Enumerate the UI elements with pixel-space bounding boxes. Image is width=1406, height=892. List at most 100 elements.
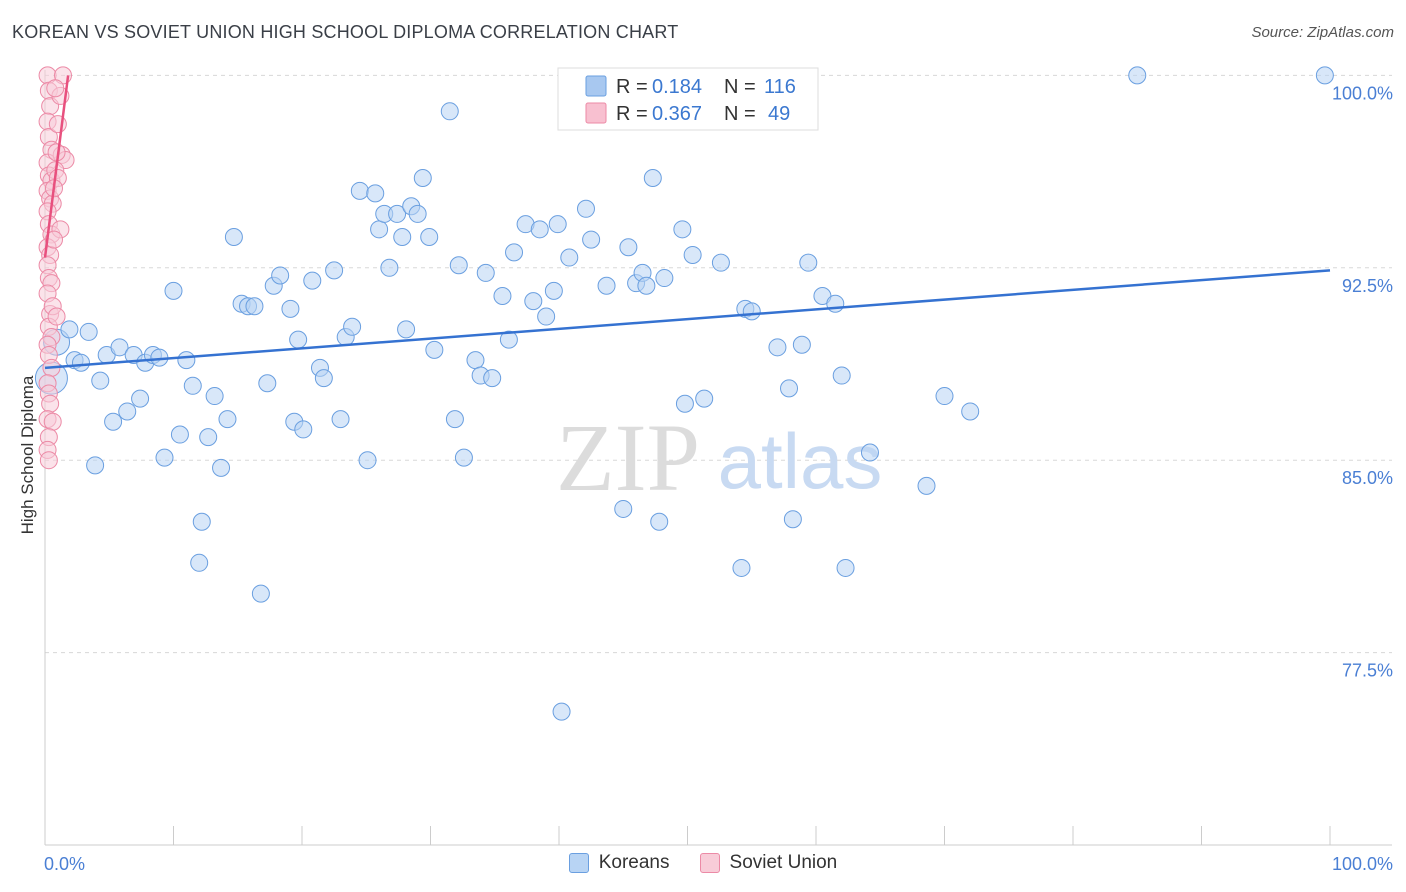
point-koreans — [358, 451, 377, 470]
point-koreans — [711, 253, 730, 272]
point-koreans — [408, 204, 427, 223]
x-tick-label: 0.0% — [44, 854, 85, 874]
point-koreans — [799, 253, 818, 272]
point-koreans — [683, 245, 702, 264]
point-koreans — [614, 499, 633, 518]
point-koreans — [836, 558, 855, 577]
point-koreans — [499, 330, 518, 349]
legend-n-label-soviet-union: N = — [724, 103, 756, 125]
point-koreans — [170, 425, 189, 444]
x-tick-label: 100.0% — [1332, 854, 1393, 874]
watermark-atlas: atlas — [718, 417, 883, 505]
point-koreans — [445, 410, 464, 429]
chart-title: KOREAN VS SOVIET UNION HIGH SCHOOL DIPLO… — [12, 22, 679, 42]
point-koreans — [935, 387, 954, 406]
point-koreans — [1128, 66, 1147, 85]
point-koreans — [289, 330, 308, 349]
point-koreans — [251, 584, 270, 603]
watermark-zip: ZIP — [556, 404, 700, 511]
point-koreans — [768, 338, 787, 357]
point-koreans — [205, 387, 224, 406]
point-koreans — [780, 379, 799, 398]
point-koreans — [294, 420, 313, 439]
point-koreans — [449, 256, 468, 275]
point-koreans — [314, 369, 333, 388]
bottom-legend: Koreans Soviet Union — [0, 852, 1406, 874]
legend-r-label-soviet-union: R = — [616, 103, 648, 125]
point-koreans — [331, 410, 350, 429]
source-credit: Source: ZipAtlas.com — [1251, 24, 1394, 41]
legend-r-label-koreans: R = — [616, 76, 648, 98]
point-koreans — [826, 294, 845, 313]
tick-labels: 77.5% 85.0% 92.5% 100.0% 0.0% 100.0% — [44, 83, 1393, 874]
point-koreans — [576, 199, 595, 218]
point-koreans — [695, 389, 714, 408]
point-koreans — [271, 266, 290, 285]
point-koreans — [218, 410, 237, 429]
bottom-legend-swatch-koreans — [568, 853, 589, 873]
point-koreans — [832, 366, 851, 385]
point-koreans — [350, 181, 369, 200]
legend-r-value-koreans: 0.184 — [652, 76, 702, 98]
point-koreans — [454, 448, 473, 467]
point-koreans — [597, 276, 616, 295]
point-koreans — [110, 338, 129, 357]
point-koreans — [655, 269, 674, 288]
point-koreans — [164, 281, 183, 300]
legend-swatch-soviet-union — [585, 102, 607, 124]
point-koreans — [792, 335, 811, 354]
point-koreans — [199, 428, 218, 447]
data-points — [34, 66, 1334, 721]
point-koreans — [544, 281, 563, 300]
point-koreans — [961, 402, 980, 421]
point-koreans — [258, 374, 277, 393]
point-koreans — [530, 220, 549, 239]
point-soviet-union — [46, 79, 65, 98]
point-soviet-union — [43, 412, 62, 431]
point-koreans — [493, 287, 512, 306]
point-koreans — [560, 248, 579, 267]
point-koreans — [224, 228, 243, 247]
point-koreans — [476, 263, 495, 282]
point-koreans — [673, 220, 692, 239]
point-koreans — [366, 184, 385, 203]
point-soviet-union — [47, 307, 66, 326]
point-koreans — [860, 443, 879, 462]
point-koreans — [177, 351, 196, 370]
point-soviet-union — [39, 451, 58, 470]
point-koreans — [524, 292, 543, 311]
point-koreans — [190, 553, 209, 572]
legend-swatch-koreans — [585, 75, 607, 97]
trend-line-soviet-union — [43, 75, 70, 258]
point-soviet-union — [44, 230, 63, 249]
legend-box: R = 0.184 N = 116 R = 0.367 N = 49 — [557, 67, 819, 131]
point-koreans — [548, 215, 567, 234]
point-koreans — [505, 243, 524, 262]
legend-r-value-soviet-union: 0.367 — [652, 103, 702, 125]
y-tick-label: 77.5% — [1342, 661, 1393, 681]
point-koreans — [675, 394, 694, 413]
bottom-legend-label-koreans: Koreans — [598, 852, 670, 873]
y-tick-label: 85.0% — [1342, 468, 1393, 488]
legend-n-value-soviet-union: 49 — [768, 103, 790, 125]
bottom-legend-koreans: Koreans — [568, 852, 670, 874]
point-koreans — [466, 351, 485, 370]
point-koreans — [343, 317, 362, 336]
bottom-legend-soviet-union: Soviet Union — [699, 852, 838, 874]
point-koreans — [192, 512, 211, 531]
point-koreans — [86, 456, 105, 475]
legend-n-value-koreans: 116 — [764, 76, 796, 98]
bottom-legend-label-soviet-union: Soviet Union — [729, 852, 838, 873]
point-koreans — [637, 276, 656, 295]
point-koreans — [71, 353, 90, 372]
point-koreans — [643, 169, 662, 188]
point-koreans — [397, 320, 416, 339]
point-koreans — [582, 230, 601, 249]
trend-line-koreans — [44, 269, 1331, 370]
watermark: ZIP atlas — [556, 404, 882, 511]
point-koreans — [303, 271, 322, 290]
trend-lines — [43, 75, 1331, 370]
point-koreans — [370, 220, 389, 239]
point-koreans — [380, 258, 399, 277]
point-koreans — [79, 322, 98, 341]
